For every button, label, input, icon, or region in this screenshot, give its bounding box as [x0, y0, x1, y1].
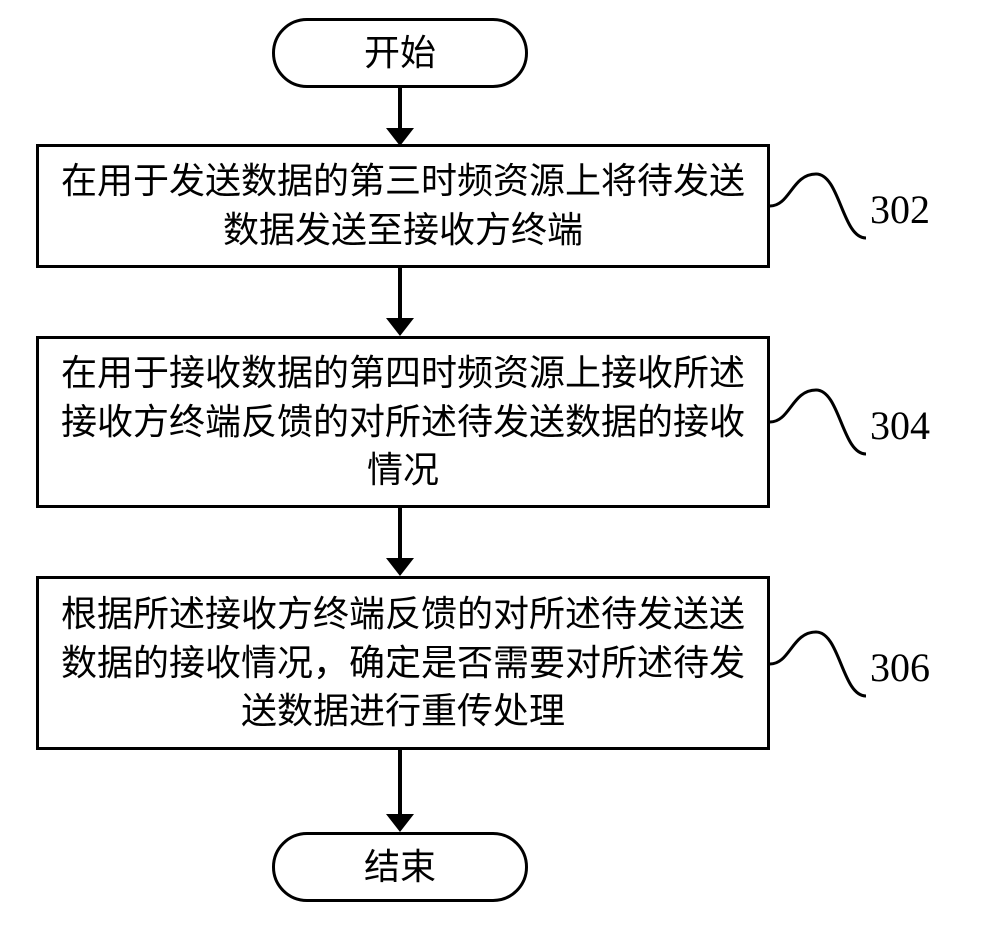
edge-306-end	[398, 750, 402, 816]
edge-302-304	[398, 268, 402, 320]
edge-304-306-head	[386, 558, 414, 576]
end-label: 结束	[364, 849, 436, 885]
process-306: 根据所述接收方终端反馈的对所述待发送送数据的接收情况，确定是否需要对所述待发送数…	[36, 576, 770, 750]
connector-302	[770, 170, 870, 242]
label-304: 304	[870, 402, 930, 449]
process-302: 在用于发送数据的第三时频资源上将待发送数据发送至接收方终端	[36, 144, 770, 268]
label-306: 306	[870, 644, 930, 691]
start-node: 开始	[272, 18, 528, 88]
end-node: 结束	[272, 832, 528, 902]
edge-start-302	[398, 88, 402, 130]
process-304: 在用于接收数据的第四时频资源上接收所述接收方终端反馈的对所述待发送数据的接收情况	[36, 336, 770, 508]
label-302: 302	[870, 186, 930, 233]
process-306-text: 根据所述接收方终端反馈的对所述待发送送数据的接收情况，确定是否需要对所述待发送数…	[53, 590, 753, 736]
connector-304	[770, 386, 870, 458]
edge-302-304-head	[386, 318, 414, 336]
edge-306-end-head	[386, 814, 414, 832]
process-302-text: 在用于发送数据的第三时频资源上将待发送数据发送至接收方终端	[53, 157, 753, 254]
connector-306	[770, 628, 870, 700]
start-label: 开始	[364, 35, 436, 71]
edge-304-306	[398, 508, 402, 560]
process-304-text: 在用于接收数据的第四时频资源上接收所述接收方终端反馈的对所述待发送数据的接收情况	[53, 349, 753, 495]
